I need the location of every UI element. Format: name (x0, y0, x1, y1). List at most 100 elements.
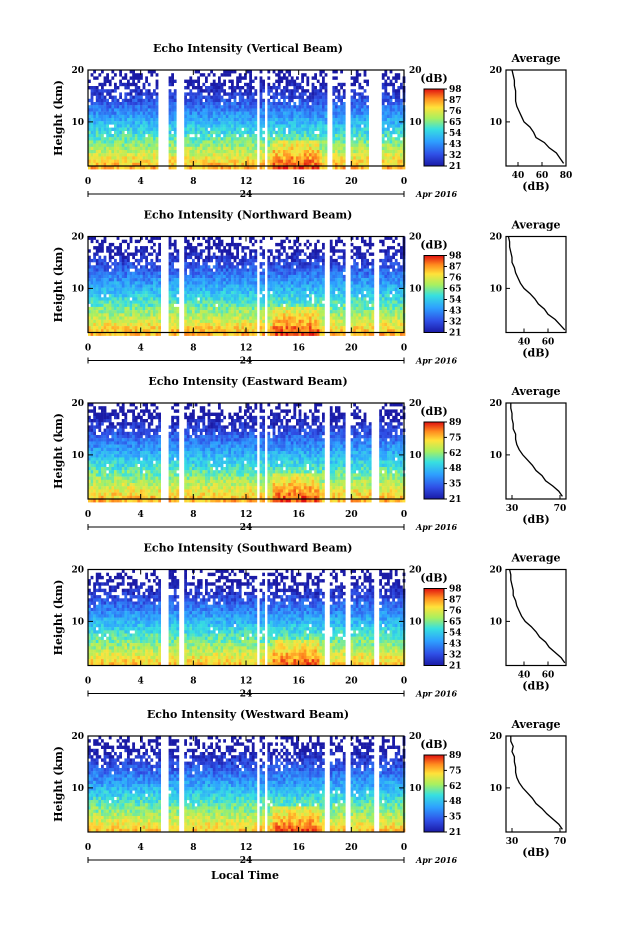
profile-x-label: (dB) (522, 180, 549, 193)
y-tick-label: 20 (409, 399, 422, 409)
x-tick-label: 0 (401, 677, 407, 687)
day-label: 24 (240, 523, 253, 533)
x-axis-label: Local Time (211, 869, 279, 882)
profile-x-tick-label: 60 (536, 171, 549, 181)
date-label: Apr 2016 (415, 855, 458, 865)
colorbar-tick-label: 21 (449, 495, 462, 505)
colorbar-tick-label: 65 (449, 618, 462, 628)
profile-y-tick-label: 20 (489, 66, 502, 76)
y-tick-label: 20 (409, 732, 422, 742)
profile-x-tick-label: 60 (542, 338, 555, 348)
colorbar-tick-label: 76 (449, 607, 462, 617)
day-label: 24 (240, 690, 253, 700)
colorbar-tick-label: 35 (449, 480, 462, 490)
y-tick-label: 10 (71, 118, 84, 128)
x-tick-label: 0 (401, 843, 407, 853)
profile-x-label: (dB) (522, 680, 549, 693)
colorbar-tick-label: 98 (449, 85, 462, 95)
colorbar-tick-label: 98 (449, 252, 462, 262)
profile-x-tick-label: 60 (542, 671, 555, 681)
panel-3: Echo Intensity (Eastward Beam) 10 10 20 20 He… (52, 375, 567, 533)
x-tick-label: 4 (138, 677, 144, 687)
x-tick-label: 0 (401, 344, 407, 354)
day-label: 24 (240, 856, 253, 866)
profile-y-tick-label: 10 (489, 451, 502, 461)
profile-y-tick-label: 20 (489, 566, 502, 576)
profile-y-tick-label: 20 (489, 732, 502, 742)
panel-4: Echo Intensity (Southward Beam) 10 10 20 20 H… (52, 542, 567, 700)
panel-5: Echo Intensity (Westward Beam) 10 10 20 20 He… (52, 708, 567, 866)
x-tick-label: 16 (292, 510, 305, 520)
x-tick-label: 16 (292, 177, 305, 187)
profile-y-tick-label: 10 (489, 284, 502, 294)
x-tick-label: 4 (138, 843, 144, 853)
colorbar-tick-label: 21 (449, 329, 462, 339)
y-tick-label: 10 (71, 451, 84, 461)
profile-x-tick-label: 30 (506, 837, 519, 847)
x-tick-label: 8 (190, 177, 196, 187)
y-axis-label: Height (km) (52, 80, 65, 156)
colorbar-tick-label: 98 (449, 585, 462, 595)
x-tick-label: 0 (85, 677, 91, 687)
profile-frame (505, 735, 567, 833)
y-axis-label: Height (km) (52, 746, 65, 822)
colorbar-tick-label: 48 (449, 464, 462, 474)
x-tick-label: 20 (345, 510, 358, 520)
panel-2: Echo Intensity (Northward Beam) 10 10 20 20 H… (52, 209, 567, 367)
y-tick-label: 20 (71, 732, 84, 742)
colorbar-tick-label: 21 (449, 162, 462, 172)
profile-x-tick-label: 70 (554, 837, 567, 847)
colorbar-tick-label: 32 (449, 318, 462, 328)
profile-frame (505, 235, 567, 334)
x-tick-label: 20 (345, 177, 358, 187)
profile-x-label: (dB) (522, 513, 549, 526)
profile-x-tick-label: 40 (518, 671, 531, 681)
heatmap-cells (88, 569, 406, 666)
profile-y-tick-label: 10 (489, 617, 502, 627)
colorbar-tick-label: 21 (449, 662, 462, 672)
profile-line (511, 69, 565, 164)
colorbar-tick-label: 76 (449, 107, 462, 117)
colorbar-tick-label: 65 (449, 285, 462, 295)
x-tick-label: 16 (292, 344, 305, 354)
panel-1: Echo Intensity (Vertical Beam) 10 10 20 20 He… (52, 42, 572, 200)
profile-title: Average (510, 718, 560, 731)
y-tick-label: 10 (409, 617, 422, 627)
colorbar-tick-label: 21 (449, 828, 462, 838)
y-tick-label: 20 (409, 566, 422, 576)
colorbar-label: (dB) (420, 405, 447, 418)
profile-x-tick-label: 40 (512, 171, 525, 181)
profile-line (510, 403, 563, 497)
x-tick-label: 0 (85, 177, 91, 187)
day-label: 24 (240, 357, 253, 367)
date-label: Apr 2016 (415, 522, 458, 532)
colorbar-tick-label: 65 (449, 118, 462, 128)
x-tick-label: 20 (345, 344, 358, 354)
profile-title: Average (510, 552, 560, 565)
colorbar (423, 88, 445, 167)
day-label: 24 (240, 190, 253, 200)
heatmap-cells (88, 236, 406, 336)
y-tick-label: 10 (409, 451, 422, 461)
colorbar-tick-label: 89 (449, 751, 462, 761)
x-tick-label: 4 (138, 177, 144, 187)
date-label: Apr 2016 (415, 356, 458, 366)
colorbar-tick-label: 32 (449, 651, 462, 661)
colorbar-label: (dB) (420, 239, 447, 252)
colorbar (423, 588, 445, 666)
profile-y-tick-label: 20 (489, 399, 502, 409)
y-tick-label: 10 (71, 784, 84, 794)
heatmap-cells (88, 403, 406, 503)
colorbar-tick-label: 54 (449, 296, 462, 306)
panel-title: Echo Intensity (Vertical Beam) (153, 42, 343, 55)
y-tick-label: 10 (409, 284, 422, 294)
y-axis-label: Height (km) (52, 247, 65, 323)
x-tick-label: 12 (240, 843, 253, 853)
profile-x-label: (dB) (522, 347, 549, 360)
profile-line (507, 236, 566, 331)
y-tick-label: 20 (71, 399, 84, 409)
colorbar-label: (dB) (420, 738, 447, 751)
colorbar-tick-label: 54 (449, 629, 462, 639)
panel-title: Echo Intensity (Eastward Beam) (148, 375, 347, 388)
